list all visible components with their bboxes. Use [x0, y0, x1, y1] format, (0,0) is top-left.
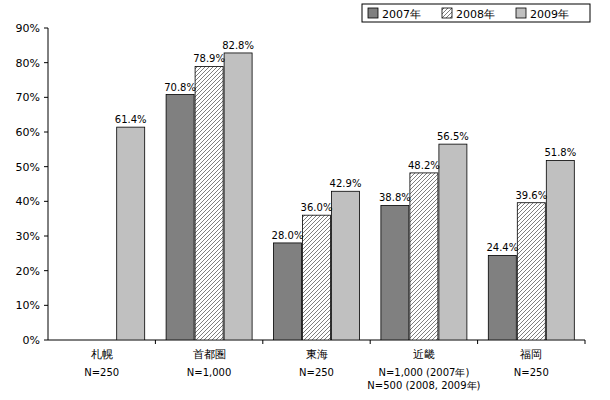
x-tick: [262, 340, 263, 344]
bar: [410, 173, 438, 340]
legend-label: 2009年: [530, 8, 569, 21]
data-label: 42.9%: [330, 178, 362, 189]
x-tick-label: 首都圏: [193, 348, 226, 361]
data-labels: 61.4% 70.8% 78.9% 82.8% 28.0% 36.0% 42.9% 38.8%…: [115, 40, 576, 253]
bar: [117, 127, 145, 340]
data-label: 70.8%: [164, 82, 196, 93]
bars: [117, 53, 575, 340]
x-sublabel: N=250: [299, 367, 334, 378]
x-tick-label: 札幌: [91, 348, 113, 361]
y-tick: [44, 270, 48, 271]
legend: 2007年 2008年 2009年: [362, 4, 590, 22]
y-tick: [44, 28, 48, 29]
y-tick-label: 90%: [16, 22, 40, 35]
bar: [332, 191, 360, 340]
data-label: 56.5%: [437, 131, 469, 142]
y-tick-label: 20%: [16, 265, 40, 278]
data-label: 36.0%: [301, 202, 333, 213]
x-tick-label: 福岡: [520, 348, 542, 361]
legend-label: 2007年: [382, 8, 421, 21]
x-tick: [477, 340, 478, 344]
x-sublabel: N=1,000 (2007年): [378, 367, 469, 378]
y-tick-label: 60%: [16, 126, 40, 139]
x-tick-label: 近畿: [413, 348, 435, 361]
y-tick: [44, 97, 48, 98]
y-tick: [44, 62, 48, 63]
data-label: 28.0%: [272, 230, 304, 241]
legend-swatch: [516, 8, 526, 18]
bar: [195, 66, 223, 340]
y-tick-label: 50%: [16, 161, 40, 174]
y-tick: [44, 340, 48, 341]
y-tick-label: 0%: [23, 334, 40, 347]
data-label: 24.4%: [486, 242, 518, 253]
bar: [488, 255, 516, 340]
data-label: 48.2%: [408, 160, 440, 171]
data-label: 39.6%: [515, 190, 547, 201]
bar: [517, 203, 545, 340]
data-label: 82.8%: [222, 40, 254, 51]
legend-swatch: [368, 8, 378, 18]
chart: 0% 10% 20% 30% 40% 50% 60% 70% 80% 90% 61.4% 70.8% 7…: [0, 0, 610, 400]
x-tick: [370, 340, 371, 344]
legend-label: 2008年: [456, 8, 495, 21]
y-tick: [44, 305, 48, 306]
bar: [166, 95, 194, 340]
bar: [439, 144, 467, 340]
y-tick: [44, 201, 48, 202]
y-tick-label: 70%: [16, 91, 40, 104]
bar: [224, 53, 252, 340]
x-sublabel: N=500 (2008, 2009年): [367, 380, 480, 391]
x-tick: [585, 340, 586, 344]
x-sublabel: N=250: [514, 367, 549, 378]
legend-box: [362, 4, 590, 22]
y-tick-label: 40%: [16, 195, 40, 208]
y-axis: [48, 28, 49, 340]
data-label: 61.4%: [115, 114, 147, 125]
legend-swatch: [442, 8, 452, 18]
x-sublabel: N=1,000: [187, 367, 232, 378]
data-label: 51.8%: [544, 147, 576, 158]
y-tick-label: 80%: [16, 57, 40, 70]
y-tick: [44, 132, 48, 133]
y-tick: [44, 236, 48, 237]
data-label: 78.9%: [193, 53, 225, 64]
y-tick: [44, 166, 48, 167]
x-sublabel: N=250: [84, 367, 119, 378]
y-tick-label: 30%: [16, 230, 40, 243]
bar: [546, 160, 574, 340]
bar: [274, 243, 302, 340]
bar: [303, 215, 331, 340]
bar: [381, 205, 409, 340]
data-label: 38.8%: [379, 192, 411, 203]
x-tick: [155, 340, 156, 344]
x-tick-label: 東海: [306, 348, 328, 361]
y-tick-label: 10%: [16, 299, 40, 312]
